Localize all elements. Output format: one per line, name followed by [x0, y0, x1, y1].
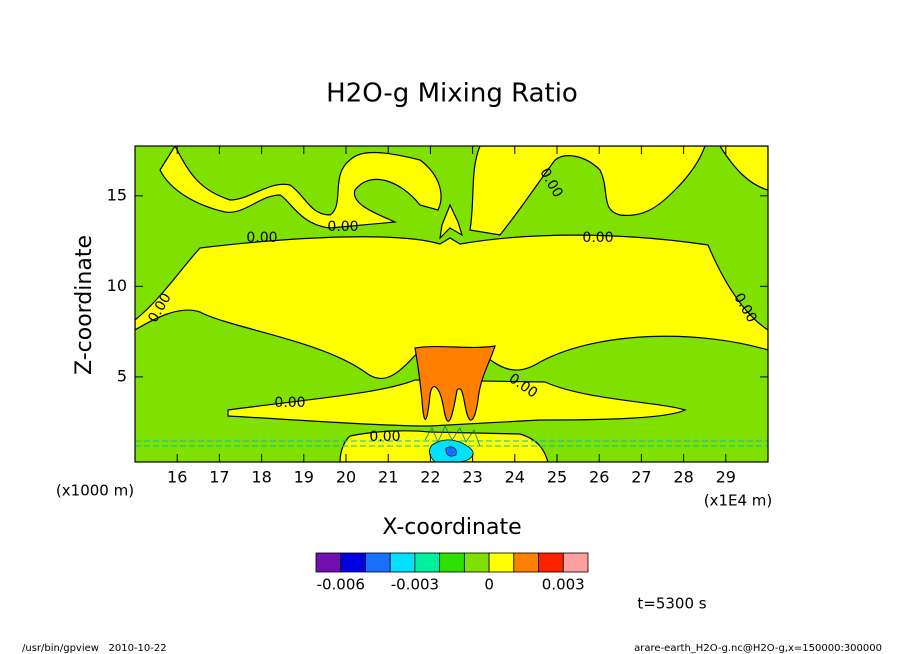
- colorbar-box: [439, 552, 465, 573]
- colorbar-box: [365, 552, 391, 573]
- field-region: [135, 234, 768, 379]
- colorbar-tick-label: 0: [484, 576, 494, 594]
- x-tick-label: 29: [716, 468, 736, 487]
- colorbar-tick-label: -0.003: [391, 576, 439, 594]
- x-tick-label: 19: [294, 468, 314, 487]
- footer-left: /usr/bin/gpview 2010-10-22: [22, 643, 167, 654]
- contour-label: 0.00: [582, 230, 613, 246]
- x-tick-label: 17: [209, 468, 229, 487]
- y-unit: (x1000 m): [56, 482, 134, 500]
- field-region: [227, 379, 687, 427]
- field-region: [439, 203, 464, 240]
- chart-title: H2O-g Mixing Ratio: [326, 79, 578, 109]
- x-tick-label: 24: [505, 468, 525, 487]
- x-tick-label: 21: [378, 468, 398, 487]
- field-contour: [424, 425, 481, 447]
- contour-label: 0.00: [327, 219, 358, 235]
- field-region: [159, 146, 442, 229]
- plot-frame: [134, 145, 769, 463]
- colorbar-box: [463, 552, 490, 573]
- colorbar-box: [538, 552, 564, 573]
- contour-label: 0.00: [246, 230, 277, 246]
- y-tick-label: 5: [117, 366, 127, 385]
- y-tick-label: 15: [107, 185, 127, 204]
- colorbar-box: [340, 552, 366, 573]
- colorbar-box: [562, 552, 589, 573]
- field-region: [414, 345, 496, 422]
- x-tick-label: 27: [631, 468, 651, 487]
- contour-label: 0.00: [274, 395, 305, 411]
- field-region: [445, 446, 457, 457]
- colorbar-box: [315, 552, 342, 573]
- contour-field: [135, 146, 768, 462]
- colorbar-box: [389, 552, 416, 573]
- colorbar-box: [414, 552, 441, 573]
- x-tick-label: 25: [547, 468, 567, 487]
- y-tick-label: 10: [107, 276, 127, 295]
- y-axis-label: Z-coordinate: [72, 235, 97, 375]
- x-tick-label: 26: [589, 468, 609, 487]
- x-unit: (x1E4 m): [704, 492, 773, 510]
- time-annotation: t=5300 s: [637, 595, 706, 613]
- x-axis-label: X-coordinate: [382, 515, 521, 540]
- x-tick-label: 18: [251, 468, 271, 487]
- footer-right: arare-earth_H2O-g.nc@H2O-g,x=150000:3000…: [634, 643, 882, 654]
- colorbar-box: [513, 552, 539, 573]
- colorbar-tick-label: -0.006: [317, 576, 365, 594]
- x-tick-label: 22: [420, 468, 440, 487]
- x-tick-label: 16: [167, 468, 187, 487]
- contour-label: 0.00: [369, 429, 400, 445]
- x-tick-label: 28: [673, 468, 693, 487]
- x-tick-label: 20: [336, 468, 356, 487]
- colorbar-box: [488, 552, 515, 573]
- x-tick-label: 23: [462, 468, 482, 487]
- colorbar-tick-label: 0.003: [542, 576, 585, 594]
